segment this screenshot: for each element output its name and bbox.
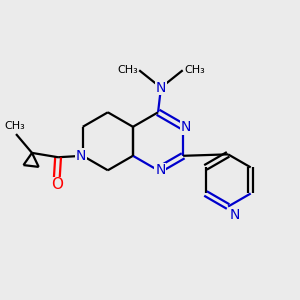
Text: CH₃: CH₃	[184, 65, 205, 75]
Text: N: N	[180, 120, 191, 134]
Text: CH₃: CH₃	[4, 121, 25, 130]
Text: CH₃: CH₃	[117, 65, 138, 75]
Text: N: N	[230, 208, 240, 222]
Text: N: N	[76, 149, 86, 163]
Text: N: N	[155, 163, 166, 177]
Text: O: O	[51, 177, 63, 192]
Text: N: N	[156, 81, 166, 95]
